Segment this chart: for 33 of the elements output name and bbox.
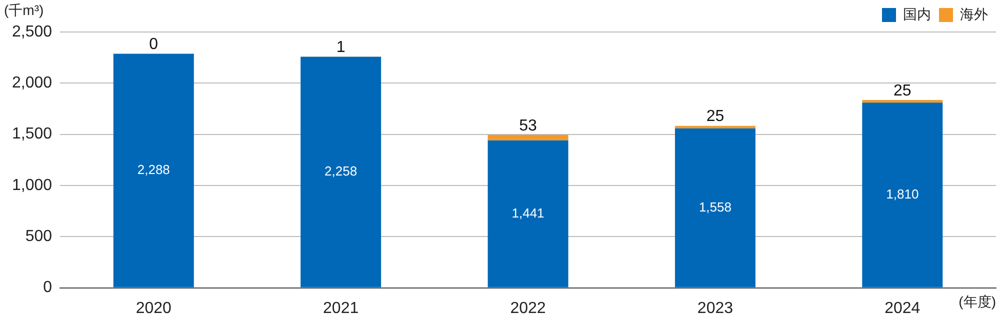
data-label: 53 [519, 117, 538, 134]
bar [862, 100, 943, 103]
data-label: 2,288 [137, 162, 170, 178]
bar [862, 102, 943, 288]
data-label: 1 [336, 39, 346, 56]
y-tick-label: 2,000 [12, 74, 52, 92]
y-tick-label: 0 [43, 279, 52, 296]
bar [488, 134, 568, 140]
legend-label: 国内 [903, 6, 931, 22]
y-tick-label: 1,500 [12, 126, 52, 143]
legend-label: 海外 [960, 6, 988, 22]
bar [300, 56, 382, 288]
y-tick-label: 2,500 [12, 23, 52, 40]
bar [488, 140, 568, 288]
y-tick-label: 1,000 [12, 176, 52, 194]
bar [674, 128, 756, 288]
data-label: 25 [894, 82, 912, 100]
x-tick-label: 2023 [697, 300, 734, 317]
data-label: 0 [149, 36, 158, 54]
y-axis-title: (千m³) [4, 2, 44, 18]
data-label: 2,258 [324, 164, 358, 179]
y-tick-label: 500 [25, 228, 52, 246]
x-tick-label: 2020 [136, 300, 172, 317]
bar [674, 126, 756, 128]
data-label: 25 [706, 108, 724, 126]
x-tick-label: 2024 [884, 300, 920, 317]
data-label: 1,558 [698, 199, 732, 214]
data-label: 1,810 [886, 186, 919, 202]
bar [113, 54, 194, 288]
x-tick-label: 2021 [323, 300, 359, 317]
data-label: 1,441 [512, 205, 544, 220]
x-axis-title: (年度) [958, 294, 996, 310]
x-tick-label: 2022 [510, 300, 546, 317]
